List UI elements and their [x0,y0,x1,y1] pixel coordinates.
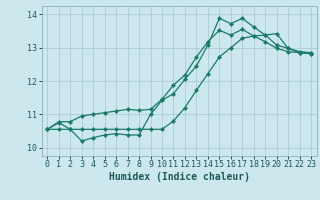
X-axis label: Humidex (Indice chaleur): Humidex (Indice chaleur) [109,172,250,182]
